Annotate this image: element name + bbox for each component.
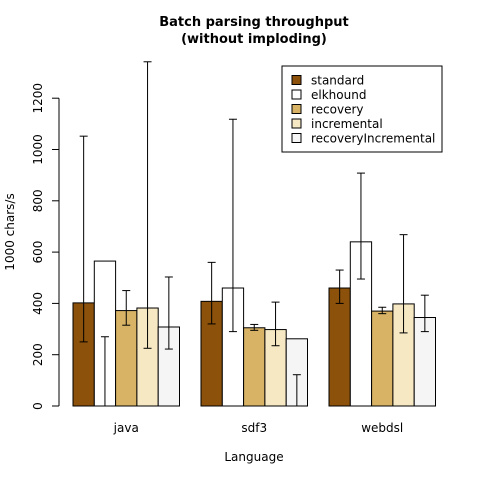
bar-standard-webdsl [328, 287, 351, 407]
legend-swatch-recoveryIncremental [291, 133, 302, 143]
legend-swatch-standard [291, 75, 302, 85]
legend-swatch-elkhound [291, 89, 302, 100]
legend-label-elkhound: elkhound [311, 88, 366, 102]
y-tick-label-200: 200 [31, 343, 45, 366]
y-axis: 0 200 400 600 800 1000 1200 [31, 83, 60, 410]
legend: standardelkhoundrecoveryincrementalrecov… [281, 65, 443, 153]
y-tick-label-800: 800 [31, 189, 45, 212]
y-axis-label: 1000 chars/s [3, 193, 17, 270]
y-tick-label-1200: 1200 [31, 83, 45, 114]
chart-title-line-2: (without imploding) [181, 32, 327, 47]
legend-label-recoveryIncremental: recoveryIncremental [311, 132, 435, 146]
legend-box [281, 65, 443, 153]
y-tick-label-400: 400 [31, 292, 45, 315]
bar-recovery-webdsl [371, 310, 394, 407]
x-tick-label-sdf3: sdf3 [241, 421, 267, 435]
legend-label-incremental: incremental [311, 117, 383, 131]
legend-label-recovery: recovery [311, 103, 364, 117]
y-tick-label-1000: 1000 [31, 134, 45, 165]
chart-title: Batch parsing throughput (without implod… [159, 15, 349, 47]
bar-recovery-sdf3 [243, 327, 266, 407]
y-tick-label-600: 600 [31, 241, 45, 264]
x-axis: java sdf3 webdsl [113, 421, 404, 435]
x-tick-label-webdsl: webdsl [361, 421, 403, 435]
plot-area [72, 61, 437, 407]
legend-swatch-incremental [291, 118, 302, 129]
y-tick-label-0: 0 [31, 402, 45, 410]
x-tick-label-java: java [113, 421, 139, 435]
chart-title-line-1: Batch parsing throughput [159, 15, 349, 30]
legend-label-standard: standard [311, 74, 364, 88]
x-axis-label: Language [224, 450, 283, 464]
legend-swatch-recovery [291, 104, 302, 114]
